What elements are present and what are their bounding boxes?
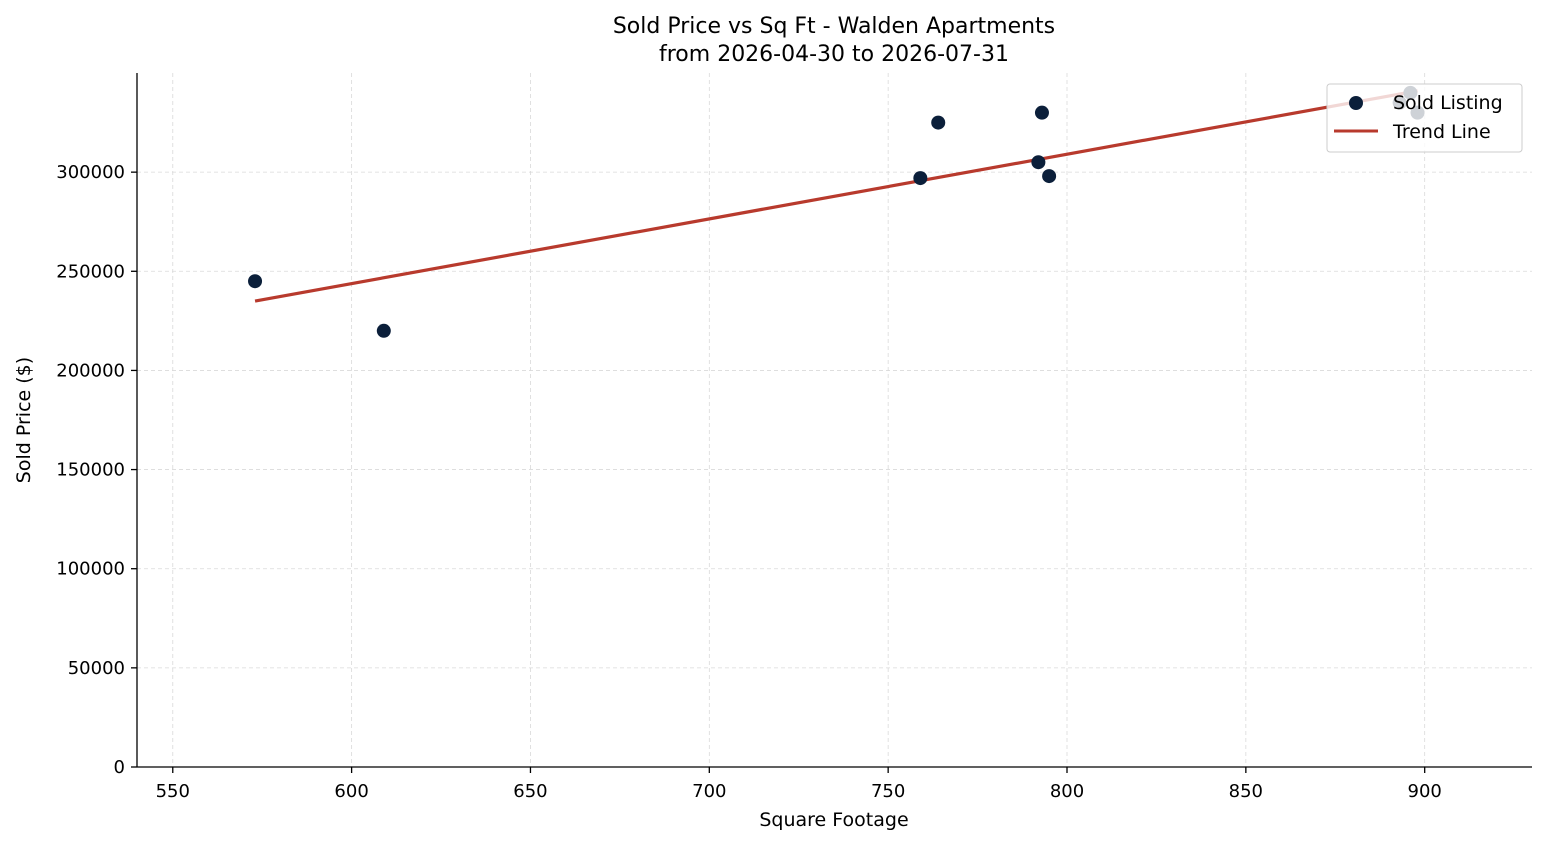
data-point — [376, 323, 391, 338]
y-tick-label: 250000 — [56, 261, 125, 282]
x-axis-label: Square Footage — [759, 809, 908, 831]
y-tick-layer: 0 50000 100000 150000 200000 250000 300000 — [56, 162, 137, 778]
y-tick-label: 200000 — [56, 360, 125, 381]
x-tick-label: 700 — [692, 781, 726, 802]
chart-title: Sold Price vs Sq Ft - Walden Apartments — [613, 14, 1055, 39]
y-tick-label: 100000 — [56, 559, 125, 580]
point-layer — [248, 85, 1425, 338]
x-tick-label: 550 — [156, 781, 190, 802]
legend-box — [1326, 83, 1523, 153]
legend-label-sold-listing: Sold Listing — [1393, 92, 1503, 114]
y-tick-label: 0 — [114, 757, 125, 778]
y-tick-label: 50000 — [68, 658, 125, 679]
legend: Sold Listing Trend Line — [1326, 83, 1523, 153]
data-point — [1042, 169, 1057, 184]
grid-layer — [137, 73, 1532, 768]
y-axis-label: Sold Price ($) — [13, 357, 35, 483]
y-tick-label: 150000 — [56, 460, 125, 481]
x-tick-label: 900 — [1408, 781, 1442, 802]
y-tick-label: 300000 — [56, 162, 125, 183]
data-point — [248, 274, 263, 289]
data-point — [931, 115, 946, 130]
x-tick-label: 750 — [871, 781, 905, 802]
trend-line — [254, 89, 1418, 303]
x-tick-label: 850 — [1229, 781, 1263, 802]
data-point — [1034, 105, 1049, 120]
x-tick-layer: 550 600 650 700 750 800 850 900 — [156, 767, 1442, 802]
data-point — [1031, 155, 1046, 170]
x-tick-label: 800 — [1050, 781, 1084, 802]
legend-marker-sold-listing — [1349, 96, 1363, 110]
legend-label-trend-line: Trend Line — [1392, 121, 1491, 143]
chart-subtitle: from 2026-04-30 to 2026-07-31 — [659, 42, 1009, 67]
x-tick-label: 650 — [513, 781, 547, 802]
data-point — [913, 171, 928, 186]
x-tick-label: 600 — [334, 781, 368, 802]
trend-layer — [254, 89, 1418, 303]
